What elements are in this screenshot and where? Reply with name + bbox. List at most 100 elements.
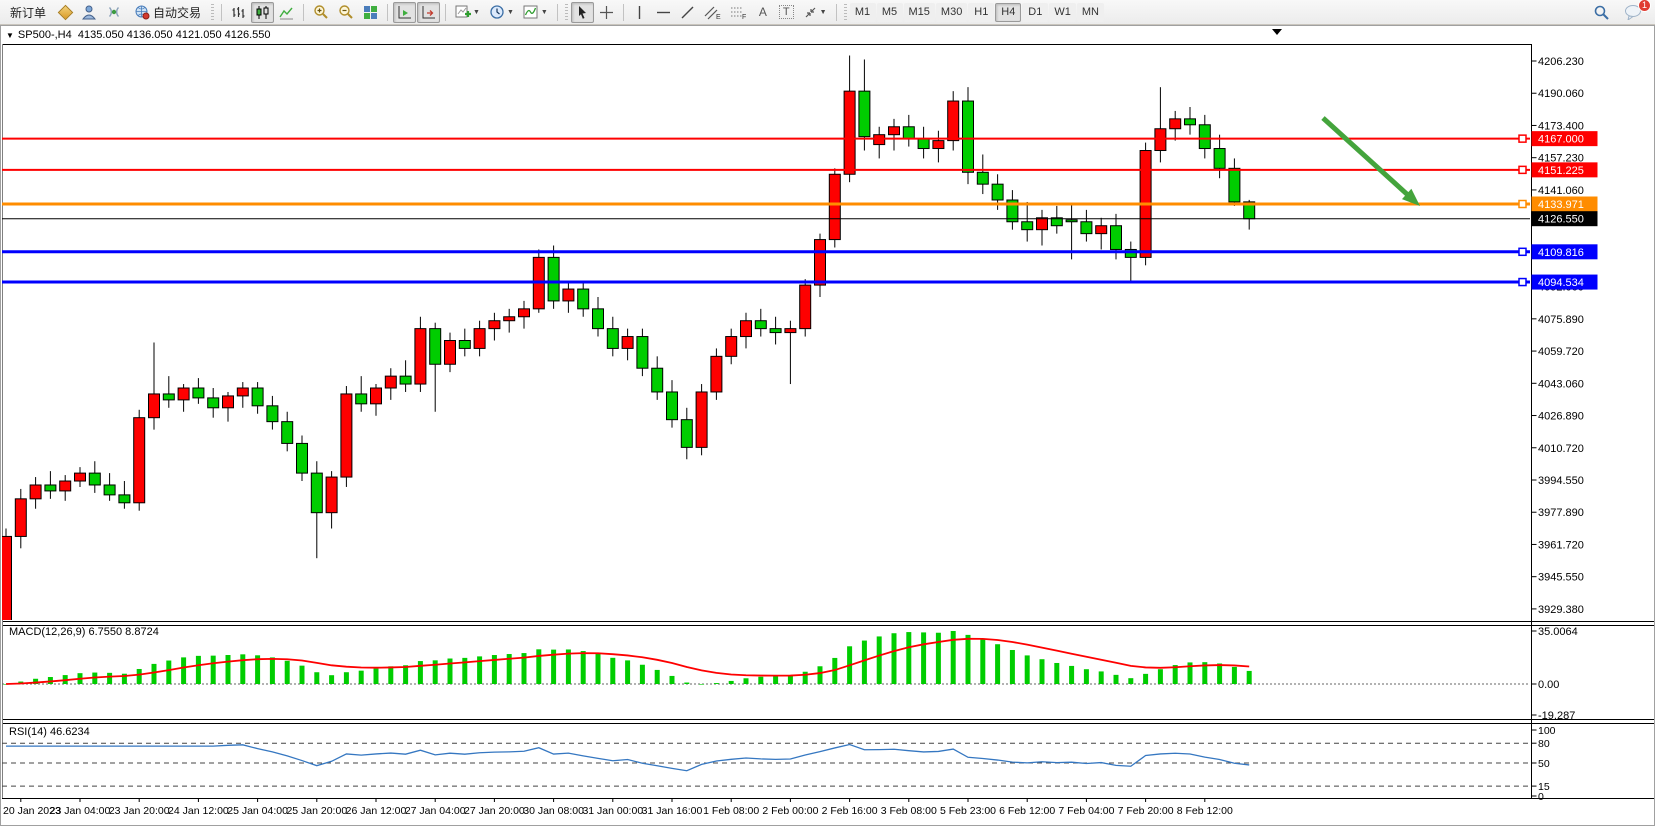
svg-text:25 Jan 20:00: 25 Jan 20:00 [286,805,347,817]
svg-text:2 Feb 16:00: 2 Feb 16:00 [822,805,878,817]
svg-text:27 Jan 04:00: 27 Jan 04:00 [405,805,466,817]
chart-canvas[interactable]: 4206.230 4190.060 4173.400 4157.230 4141.060… [0,25,1655,826]
zoom-in-icon[interactable] [309,2,333,23]
bar-chart-icon[interactable] [227,2,250,23]
dropdown-arrow-icon: ▼ [540,8,548,16]
fibonacci-tool-icon[interactable]: F [726,2,751,23]
vertical-line-tool-icon[interactable] [629,2,651,23]
timeframe-button-h1[interactable]: H1 [968,2,995,22]
crosshair-tool-icon[interactable] [595,2,618,23]
dropdown-arrow-icon: ▼ [473,8,480,16]
svg-text:23 Jan 20:00: 23 Jan 20:00 [109,805,170,817]
svg-text:4206.230: 4206.230 [1538,56,1584,68]
svg-text:4075.890: 4075.890 [1538,314,1584,326]
cursor-tool-icon[interactable] [570,1,594,23]
new-chart-button[interactable]: ▼ [451,2,484,23]
tile-windows-icon[interactable] [359,2,382,23]
svg-text:2 Feb 00:00: 2 Feb 00:00 [762,805,818,817]
svg-text:35.0064: 35.0064 [1538,626,1578,638]
broadcast-icon [108,7,120,17]
svg-text:1 Feb 08:00: 1 Feb 08:00 [703,805,759,817]
svg-text:50: 50 [1538,758,1550,770]
chart-shift-icon[interactable] [417,1,441,23]
svg-text:20 Jan 2023: 20 Jan 2023 [3,805,61,817]
svg-text:3961.720: 3961.720 [1538,539,1584,551]
svg-text:100: 100 [1538,725,1556,737]
svg-text:-19.287: -19.287 [1538,710,1575,722]
svg-text:27 Jan 20:00: 27 Jan 20:00 [464,805,525,817]
dropdown-arrow-icon: ▼ [506,8,514,16]
diamond-logo-icon [57,4,73,20]
svg-text:4094.534: 4094.534 [1538,277,1584,289]
horizontal-line-tool-icon[interactable] [652,2,675,23]
svg-text:4010.720: 4010.720 [1538,443,1584,455]
svg-text:0: 0 [1538,791,1544,803]
search-icon[interactable] [1589,2,1614,23]
metaquotes-icon[interactable] [54,2,76,23]
text-label-tool-icon[interactable]: T [775,2,798,23]
svg-text:3 Feb 08:00: 3 Feb 08:00 [881,805,937,817]
chart-title-bar: ▼ SP500-,H4 4135.050 4136.050 4121.050 4… [6,29,271,41]
new-order-button[interactable]: 新订单 [3,2,53,23]
dropdown-arrow-icon: ▼ [819,8,827,16]
timeframe-button-mn[interactable]: MN [1076,2,1104,22]
arrows-tool-icon[interactable]: ▼ [799,2,831,23]
svg-text:4190.060: 4190.060 [1538,88,1584,100]
main-toolbar: 新订单 自动交易 [0,0,1655,25]
svg-text:4043.060: 4043.060 [1538,378,1584,390]
svg-text:4141.060: 4141.060 [1538,185,1584,197]
svg-text:23 Jan 04:00: 23 Jan 04:00 [50,805,111,817]
profile-icon[interactable] [77,2,101,23]
expander-triangle-icon[interactable]: ▼ [6,30,14,40]
svg-text:15: 15 [1538,781,1550,793]
rsi-indicator-label: RSI(14) 46.6234 [9,726,90,738]
line-chart-icon[interactable] [275,2,298,23]
chart-window[interactable]: ▼ SP500-,H4 4135.050 4136.050 4121.050 4… [0,25,1655,826]
auto-scroll-icon[interactable] [393,1,417,23]
svg-text:4173.400: 4173.400 [1538,120,1584,132]
svg-text:26 Jan 12:00: 26 Jan 12:00 [346,805,407,817]
macd-indicator-label: MACD(12,26,9) 6.7550 8.8724 [9,626,159,638]
chat-button[interactable]: 1 [1620,0,1651,23]
timeframe-button-m30[interactable]: M30 [935,2,968,22]
candlestick-chart-icon[interactable] [251,1,275,23]
timeframe-button-w1[interactable]: W1 [1049,2,1076,22]
timeframe-button-h4[interactable]: H4 [995,2,1022,22]
timeframe-button-m15[interactable]: M15 [903,2,935,22]
svg-text:5 Feb 23:00: 5 Feb 23:00 [940,805,996,817]
svg-text:3945.550: 3945.550 [1538,572,1584,584]
notification-badge: 1 [1638,0,1651,12]
svg-text:4133.971: 4133.971 [1538,199,1584,211]
chart-title: SP500-,H4 4135.050 4136.050 4121.050 412… [17,29,271,41]
trendline-tool-icon[interactable] [676,2,699,23]
svg-text:0.00: 0.00 [1538,679,1559,691]
svg-text:31 Jan 00:00: 31 Jan 00:00 [582,805,643,817]
svg-text:6 Feb 12:00: 6 Feb 12:00 [999,805,1055,817]
channel-letter: E [716,14,721,20]
globe-icon [135,5,150,20]
auto-trading-button[interactable]: 自动交易 [127,2,208,23]
timeframe-button-m1[interactable]: M1 [849,2,876,22]
svg-text:31 Jan 16:00: 31 Jan 16:00 [642,805,703,817]
equidistant-channel-tool-icon[interactable]: E [700,2,725,23]
svg-text:3929.380: 3929.380 [1538,604,1584,616]
timeframe-button-d1[interactable]: D1 [1022,2,1049,22]
svg-text:3977.890: 3977.890 [1538,507,1584,519]
person-icon [82,5,97,20]
svg-text:4151.225: 4151.225 [1538,165,1584,177]
svg-text:30 Jan 08:00: 30 Jan 08:00 [523,805,584,817]
indicators-button[interactable]: ▼ [519,2,552,23]
svg-text:4126.550: 4126.550 [1538,214,1584,226]
svg-text:4109.816: 4109.816 [1538,247,1584,259]
zoom-out-icon[interactable] [334,2,358,23]
fibo-letter: F [742,14,746,20]
signals-icon[interactable] [102,2,126,23]
svg-text:4157.230: 4157.230 [1538,153,1584,165]
period-clock-button[interactable]: ▼ [485,2,518,23]
text-tool-icon[interactable]: A [758,5,767,19]
svg-text:4167.000: 4167.000 [1538,134,1584,146]
svg-text:7 Feb 20:00: 7 Feb 20:00 [1118,805,1174,817]
svg-text:25 Jan 04:00: 25 Jan 04:00 [227,805,288,817]
timeframe-button-m5[interactable]: M5 [876,2,903,22]
